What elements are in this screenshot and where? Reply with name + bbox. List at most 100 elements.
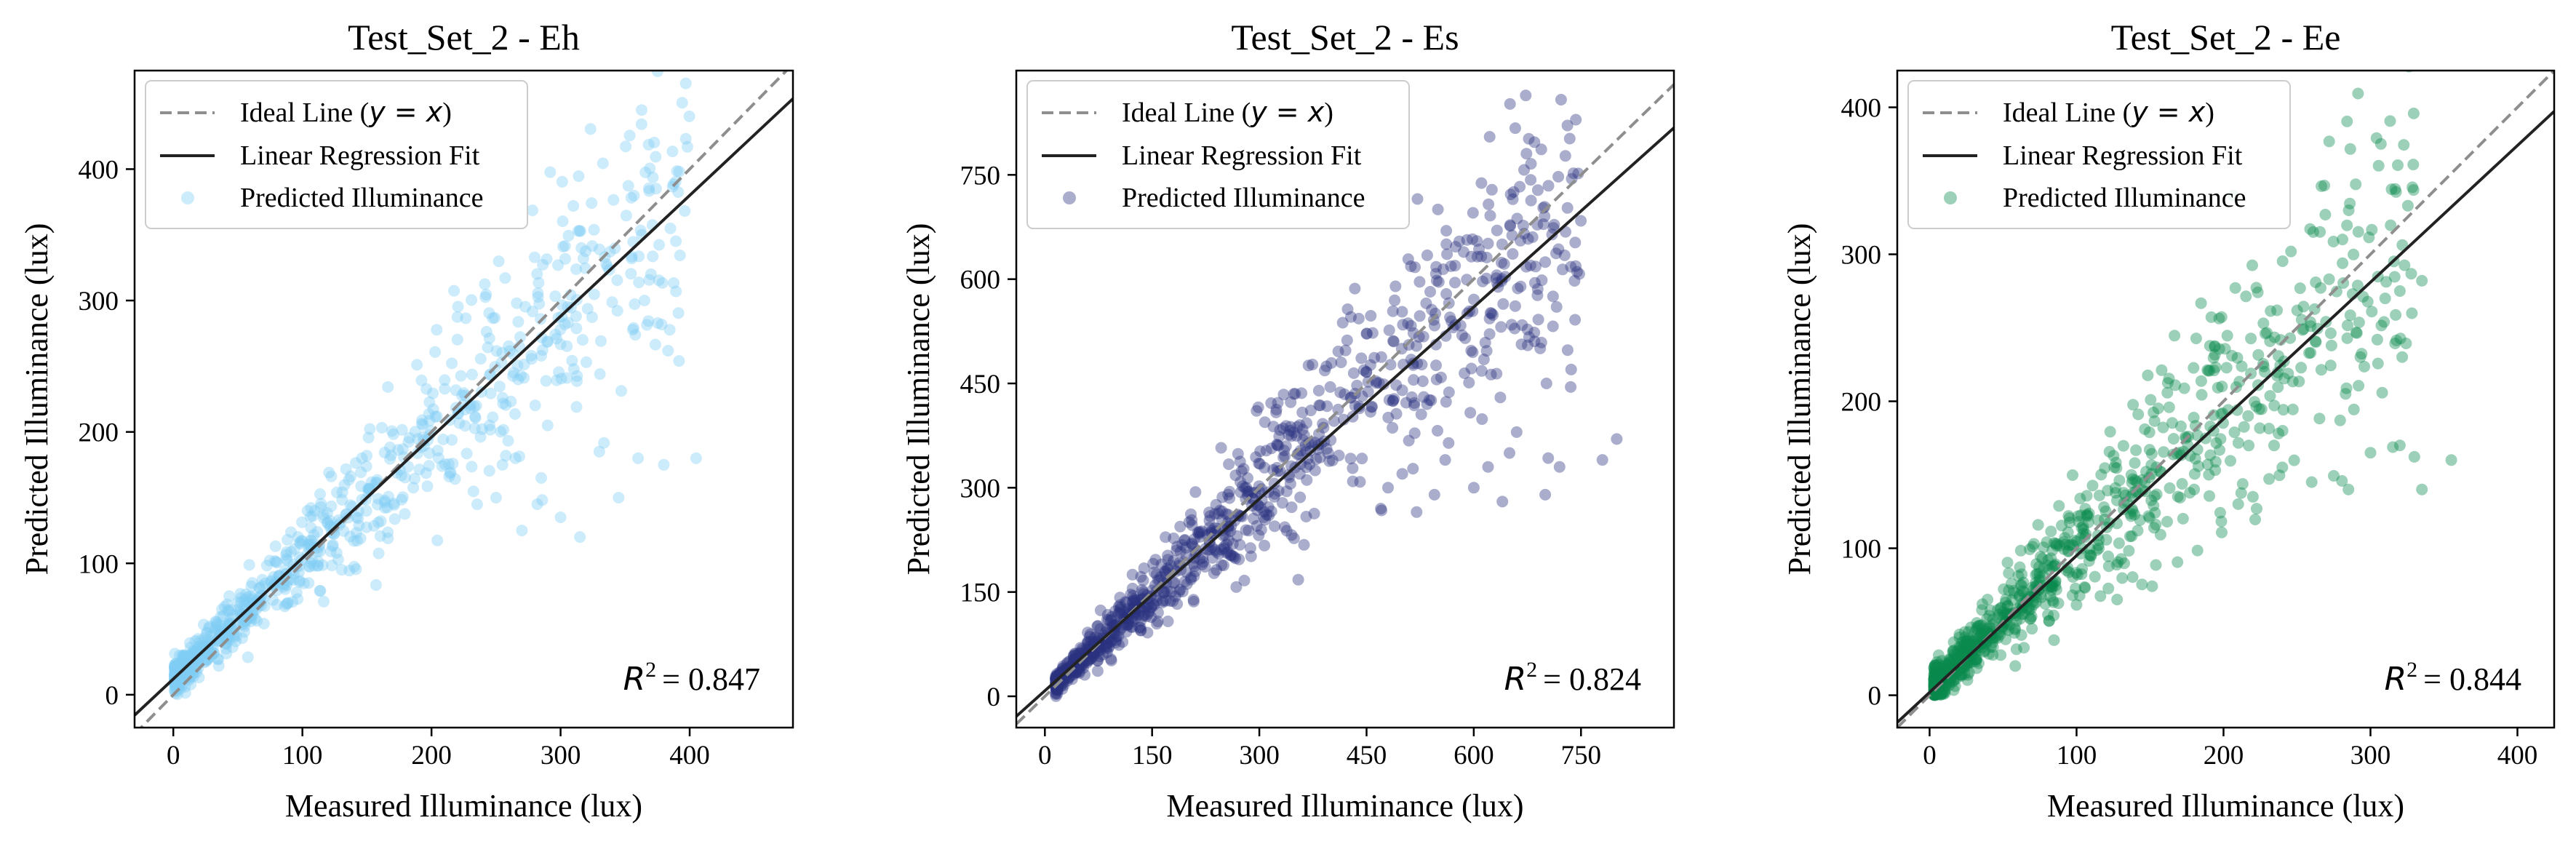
scatter-point [1279,521,1291,533]
scatter-point [1324,381,1336,393]
scatter-point [1949,680,1961,692]
scatter-point [285,526,297,538]
scatter-point [1139,609,1151,621]
scatter-point [2295,362,2308,374]
scatter-point [2305,346,2317,359]
scatter-point [2372,357,2384,370]
scatter-point [1953,632,1966,643]
scatter-point [1998,609,2011,621]
scatter-point [282,575,294,587]
scatter-point [611,274,623,287]
scatter-point [2202,365,2214,377]
scatter-point [1216,491,1229,503]
scatter-point [2079,582,2091,594]
scatter-point [1298,429,1310,442]
scatter-point [234,592,247,604]
scatter-point [178,650,191,663]
scatter-point [239,596,250,608]
scatter-point [1148,566,1160,578]
scatter-point [2195,297,2207,309]
scatter-point [2047,596,2059,608]
scatter-point [2291,304,2303,316]
scatter-point [2220,362,2233,374]
scatter-point [1169,590,1181,602]
scatter-point [1515,234,1526,247]
scatter-point [1186,519,1198,531]
scatter-point [388,513,401,525]
scatter-point [222,604,234,616]
x-tick-label: 150 [1132,741,1173,771]
scatter-point [2115,553,2127,565]
scatter-point [1194,527,1205,539]
scatter-point [498,423,509,436]
scatter-point [1960,640,1972,652]
scatter-point [1298,538,1310,551]
scatter-point [1195,525,1208,538]
scatter-point [1417,330,1429,343]
scatter-point [2081,509,2093,522]
scatter-point [292,593,304,605]
scatter-point [217,610,229,622]
y-tick-label: 0 [105,681,119,711]
scatter-point [1929,659,1941,672]
scatter-point [647,250,659,263]
scatter-point [1402,317,1414,330]
scatter-point [2353,380,2365,392]
scatter-point [1983,610,1995,622]
scatter-point [194,640,206,653]
scatter-point [378,496,391,509]
scatter-point [2204,490,2215,502]
scatter-point [1511,212,1523,225]
scatter-point [1552,243,1565,255]
scatter-point [2342,319,2353,332]
scatter-point [500,450,512,462]
y-tick-label: 200 [79,418,119,448]
scatter-point [1312,384,1325,397]
scatter-point [1932,667,1945,680]
scatter-point [281,554,293,567]
scatter-point [559,240,571,252]
scatter-point [1938,685,1950,698]
scatter-point [1125,589,1137,600]
scatter-point [170,661,182,674]
scatter-point [1931,669,1942,682]
scatter-point [2350,326,2362,338]
scatter-point [1945,656,1958,669]
scatter-point [306,535,318,547]
scatter-point [1384,359,1397,371]
scatter-point [2344,143,2356,155]
scatter-point [188,645,200,657]
scatter-point [1929,666,1941,678]
scatter-point [448,284,460,297]
scatter-point [1161,585,1173,597]
scatter-point [459,420,471,432]
scatter-point [1159,586,1171,598]
scatter-point [2215,515,2228,528]
scatter-point [317,509,330,521]
scatter-point [1130,594,1142,606]
scatter-point [2268,331,2281,343]
scatter-point [2285,245,2297,258]
scatter-point [2108,450,2120,462]
scatter-point [296,535,308,547]
scatter-point [1507,186,1520,198]
scatter-point [1961,640,1974,652]
scatter-point [214,619,226,632]
scatter-point [1984,604,1996,616]
scatter-point [552,259,564,271]
scatter-point [1957,646,1969,658]
scatter-point [2078,581,2091,593]
scatter-point [1067,650,1080,662]
scatter-point [2016,585,2028,597]
scatter-point [1432,203,1444,215]
scatter-point [1958,626,1971,638]
scatter-point [210,616,223,629]
scatter-point [231,603,244,616]
scatter-point [1557,263,1568,276]
scatter-point [1365,406,1376,418]
scatter-point [350,563,362,576]
scatter-point [1536,274,1548,287]
scatter-point [2076,563,2089,575]
scatter-point [1253,529,1265,541]
scatter-point [487,312,499,325]
